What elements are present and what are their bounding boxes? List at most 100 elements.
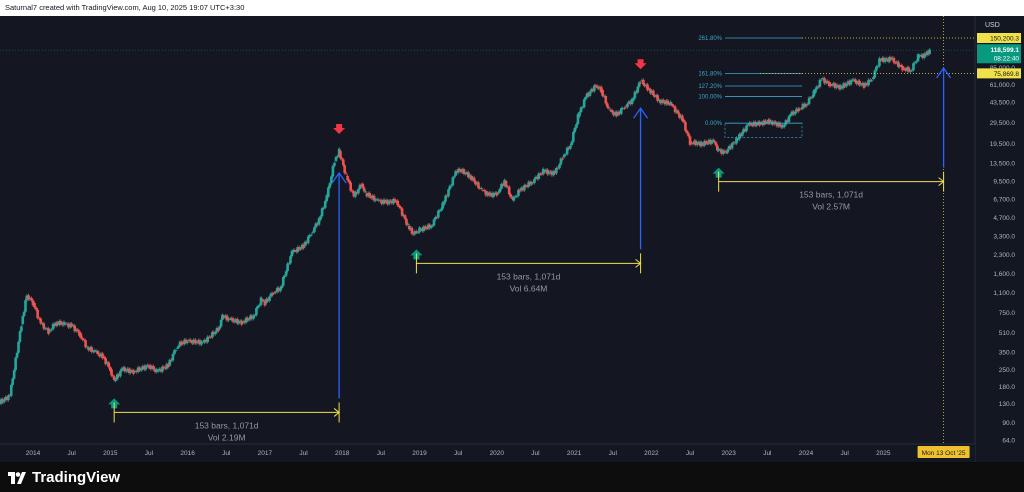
x-tick-label: Jul xyxy=(145,450,154,457)
candle-body xyxy=(885,58,888,60)
candle-body xyxy=(701,143,705,146)
candle-body xyxy=(845,84,848,87)
candle-body xyxy=(126,368,129,371)
candle-body xyxy=(859,84,863,86)
candle-body xyxy=(504,180,508,187)
candle-body xyxy=(804,104,808,107)
price-chart[interactable]: USD85,000.061,000.043,500.029,500.019,50… xyxy=(0,16,1024,462)
chart-area[interactable]: USD85,000.061,000.043,500.029,500.019,50… xyxy=(0,16,1024,462)
candle-body xyxy=(517,189,520,196)
candle-body xyxy=(810,96,814,98)
candle-body xyxy=(550,171,554,176)
candle-body xyxy=(381,199,385,204)
x-tick-label: 2014 xyxy=(26,450,41,457)
candle-body xyxy=(392,198,395,204)
candle-body xyxy=(141,365,145,369)
candle-body xyxy=(322,207,325,209)
candle-body xyxy=(51,323,55,330)
candle-body xyxy=(598,86,602,89)
candle-body xyxy=(410,227,414,234)
candle-body xyxy=(561,158,564,160)
candle-body xyxy=(789,114,792,117)
candle-body xyxy=(780,126,783,128)
candle-body xyxy=(506,186,509,188)
candle-body xyxy=(161,366,164,372)
candle-body xyxy=(9,384,13,396)
candle-body xyxy=(279,287,282,292)
candle-body xyxy=(663,101,667,105)
header-bar: Saturnal7 created with TradingView.com, … xyxy=(0,0,1024,16)
candle-body xyxy=(533,178,536,183)
candle-body xyxy=(1,399,4,403)
candle-body xyxy=(50,329,53,331)
candle-body xyxy=(615,111,618,117)
candle-body xyxy=(870,80,874,82)
candle-body xyxy=(48,330,52,332)
candle-body xyxy=(407,225,411,230)
candle-body xyxy=(665,100,668,105)
candle-body xyxy=(67,323,70,328)
candle-body xyxy=(244,317,248,323)
candle-body xyxy=(520,187,523,190)
candle-body xyxy=(189,339,192,342)
candle-body xyxy=(325,195,329,202)
candle-body xyxy=(606,103,609,108)
candle-body xyxy=(84,340,87,348)
candle-body xyxy=(250,315,254,320)
candle-body xyxy=(840,87,844,89)
x-tick-label: Jul xyxy=(531,450,540,457)
candle-body xyxy=(642,79,645,85)
candle-body xyxy=(626,103,629,108)
candle-body xyxy=(396,200,400,206)
candle-body xyxy=(627,101,631,104)
candle-body xyxy=(530,182,533,185)
candle-body xyxy=(207,336,211,338)
candle-body xyxy=(493,192,497,194)
candle-body xyxy=(212,331,216,335)
candle-body xyxy=(501,183,505,186)
range-arrowhead xyxy=(333,408,340,417)
candle-body xyxy=(259,297,263,305)
candle-body xyxy=(168,359,172,366)
candle-body xyxy=(153,369,157,372)
candle-body xyxy=(653,95,657,97)
candle-body xyxy=(660,99,664,104)
candle-body xyxy=(633,91,637,99)
candle-body xyxy=(456,169,460,173)
candle-body xyxy=(484,191,488,196)
y-tick-label: 750.0 xyxy=(999,310,1016,317)
candle-body xyxy=(706,143,709,145)
candle-body xyxy=(523,185,526,191)
y-tick-label: 13,500.0 xyxy=(990,160,1016,167)
candle-body xyxy=(711,139,715,142)
candle-body xyxy=(793,111,797,115)
candle-body xyxy=(377,199,380,201)
candle-body xyxy=(587,93,590,96)
candle-body xyxy=(447,189,450,197)
candle-body xyxy=(704,140,708,144)
candle-body xyxy=(104,358,107,365)
candle-body xyxy=(610,109,614,113)
y-tick-label: 61,000.0 xyxy=(990,82,1016,89)
candle-body xyxy=(753,121,757,126)
candle-body xyxy=(305,241,308,244)
candle-body xyxy=(759,122,763,124)
candle-body xyxy=(806,104,809,105)
candle-body xyxy=(698,141,702,146)
candle-body xyxy=(809,97,812,99)
candle-body xyxy=(762,120,766,125)
candle-body xyxy=(114,379,118,381)
candle-body xyxy=(862,83,866,88)
candle-body xyxy=(416,232,420,234)
candle-body xyxy=(85,346,89,348)
candle-body xyxy=(70,323,73,327)
candle-body xyxy=(629,101,632,105)
candle-body xyxy=(659,100,662,104)
candle-body xyxy=(729,146,732,149)
candle-body xyxy=(28,297,32,300)
y-tick-label: 29,500.0 xyxy=(990,120,1016,127)
candle-body xyxy=(902,68,906,69)
candle-body xyxy=(340,158,344,160)
candle-body xyxy=(826,80,829,83)
tradingview-logo[interactable]: TradingView xyxy=(8,469,120,486)
